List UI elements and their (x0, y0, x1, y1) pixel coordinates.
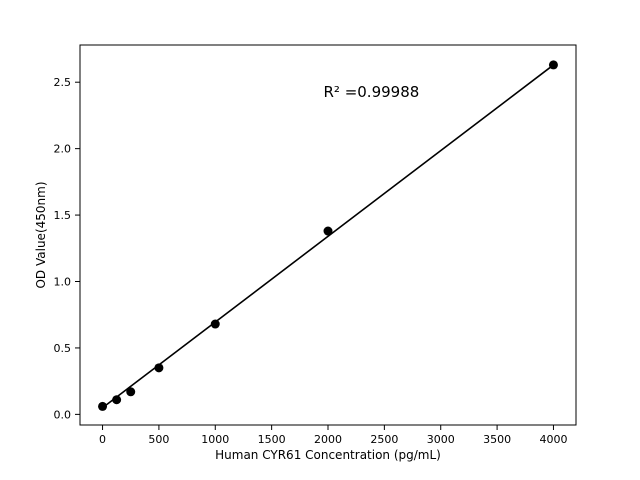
data-point (112, 395, 122, 405)
r-squared-annotation: R² =0.99988 (323, 82, 420, 101)
x-tick-label: 3500 (483, 433, 511, 446)
x-tick-label: 3000 (427, 433, 455, 446)
x-tick-label: 500 (148, 433, 169, 446)
x-tick-label: 0 (99, 433, 106, 446)
x-tick-label: 4000 (539, 433, 567, 446)
x-tick-label: 2500 (370, 433, 398, 446)
data-point (323, 226, 333, 236)
y-tick-label: 1.5 (54, 209, 72, 222)
data-point (154, 363, 164, 373)
data-point (210, 319, 220, 329)
y-tick-label: 0.0 (54, 408, 72, 421)
data-point (126, 387, 136, 397)
fit-line (102, 64, 554, 409)
x-tick-label: 1500 (258, 433, 286, 446)
x-tick-label: 2000 (314, 433, 342, 446)
x-tick-label: 1000 (201, 433, 229, 446)
y-tick-label: 0.5 (54, 342, 72, 355)
y-tick-label: 2.0 (54, 143, 72, 156)
y-axis-label: OD Value(450nm) (34, 181, 48, 289)
y-tick-label: 1.0 (54, 276, 72, 289)
y-tick-label: 2.5 (54, 76, 72, 89)
x-axis-label: Human CYR61 Concentration (pg/mL) (215, 448, 441, 462)
data-point (98, 401, 108, 411)
data-point (548, 60, 558, 70)
